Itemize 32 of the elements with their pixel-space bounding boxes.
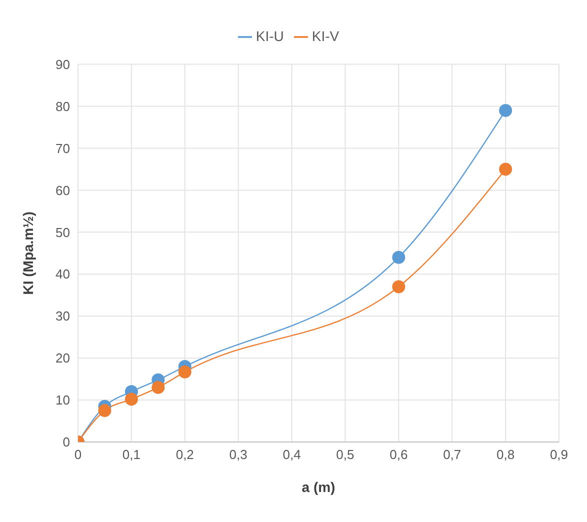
legend-label: KI-U — [256, 28, 284, 44]
y-tick-label: 60 — [56, 182, 70, 198]
y-tick-label: 0 — [62, 434, 70, 450]
point — [499, 104, 512, 117]
legend-label: KI-V — [312, 28, 340, 44]
point — [499, 162, 512, 176]
x-tick-label: 0,5 — [336, 447, 354, 462]
x-tick-label: 0,3 — [229, 447, 248, 462]
x-tick-label: 0,2 — [176, 447, 194, 462]
y-tick-label: 50 — [56, 224, 70, 240]
point — [98, 404, 112, 418]
point — [392, 280, 406, 294]
x-tick-label: 0,4 — [282, 447, 301, 462]
x-tick-label: 0,7 — [443, 447, 462, 462]
y-tick-label: 70 — [56, 140, 70, 156]
y-tick-label: 20 — [56, 350, 70, 366]
x-tick-label: 0,9 — [550, 447, 568, 462]
y-tick-label: 10 — [56, 392, 70, 408]
x-tick-label: 0,6 — [390, 447, 408, 462]
y-tick-label: 80 — [56, 98, 70, 114]
point — [178, 365, 192, 378]
x-tick-label: 0,1 — [122, 447, 140, 462]
point — [392, 250, 406, 264]
x-axis-title: a (m) — [302, 479, 336, 495]
x-tick-label: 0 — [74, 447, 82, 462]
x-tick-label: 0,8 — [496, 447, 515, 462]
y-tick-label: 90 — [56, 56, 70, 72]
y-tick-label: 40 — [56, 266, 70, 282]
y-tick-label: 30 — [56, 308, 70, 324]
y-axis-title: KI (Mpa.m½) — [20, 212, 36, 295]
point — [152, 380, 165, 394]
point — [124, 392, 138, 406]
